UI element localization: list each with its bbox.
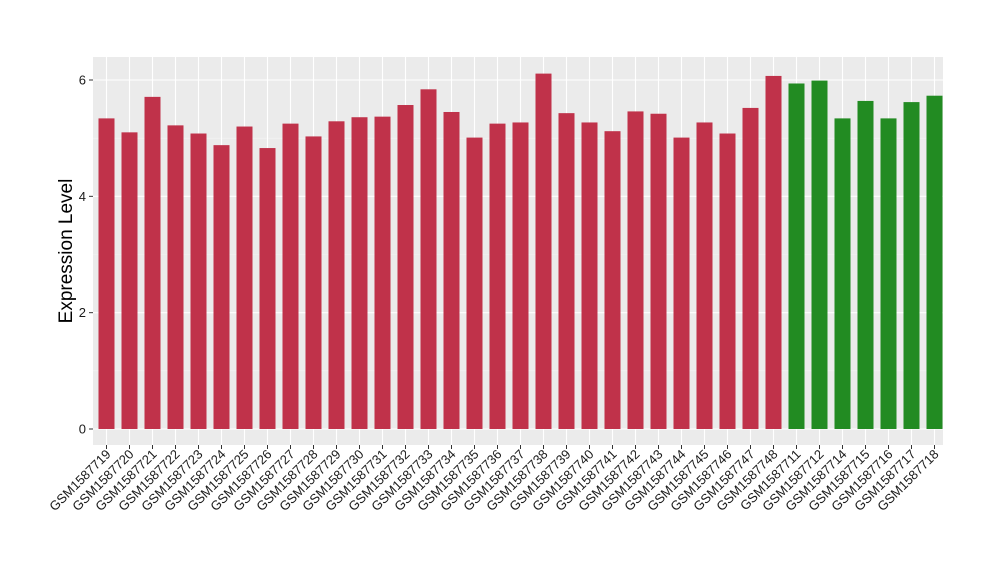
bar bbox=[765, 75, 782, 429]
bar bbox=[213, 145, 230, 429]
y-tick-label: 2 bbox=[79, 305, 86, 320]
bar bbox=[696, 122, 713, 429]
bar bbox=[190, 133, 207, 429]
bar bbox=[374, 116, 391, 430]
bar bbox=[121, 132, 138, 429]
bar bbox=[581, 122, 598, 429]
bars bbox=[98, 73, 943, 430]
bar bbox=[627, 111, 644, 429]
bar bbox=[834, 118, 851, 429]
y-tick-label: 4 bbox=[79, 189, 86, 204]
bar bbox=[903, 102, 920, 429]
y-axis: 0 2 4 6 bbox=[79, 73, 93, 437]
bar bbox=[857, 100, 874, 429]
bar bbox=[742, 107, 759, 430]
bar bbox=[144, 96, 161, 429]
bar bbox=[558, 113, 575, 429]
bar bbox=[98, 118, 115, 429]
bar bbox=[305, 136, 322, 429]
bar bbox=[397, 105, 414, 430]
y-tick-label: 0 bbox=[79, 422, 86, 437]
bar bbox=[466, 137, 483, 429]
bar bbox=[282, 123, 299, 429]
bar bbox=[535, 73, 552, 429]
bar bbox=[650, 113, 667, 429]
bar bbox=[604, 131, 621, 430]
bar bbox=[259, 148, 276, 429]
bar bbox=[443, 111, 460, 429]
bar bbox=[420, 89, 437, 429]
y-tick-label: 6 bbox=[79, 73, 86, 88]
bar bbox=[788, 83, 805, 430]
bar bbox=[926, 95, 943, 429]
bar bbox=[328, 121, 345, 429]
bar bbox=[351, 117, 368, 429]
bar bbox=[167, 125, 184, 430]
bar bbox=[489, 123, 506, 429]
y-axis-title: Expression Level bbox=[56, 179, 77, 324]
x-axis: GSM1587719GSM1587720GSM1587721GSM1587722… bbox=[46, 445, 942, 514]
bar bbox=[512, 122, 529, 429]
bar bbox=[673, 137, 690, 429]
bar bbox=[811, 80, 828, 429]
bar bbox=[719, 133, 736, 429]
bar bbox=[236, 126, 253, 430]
bar bbox=[880, 118, 897, 429]
